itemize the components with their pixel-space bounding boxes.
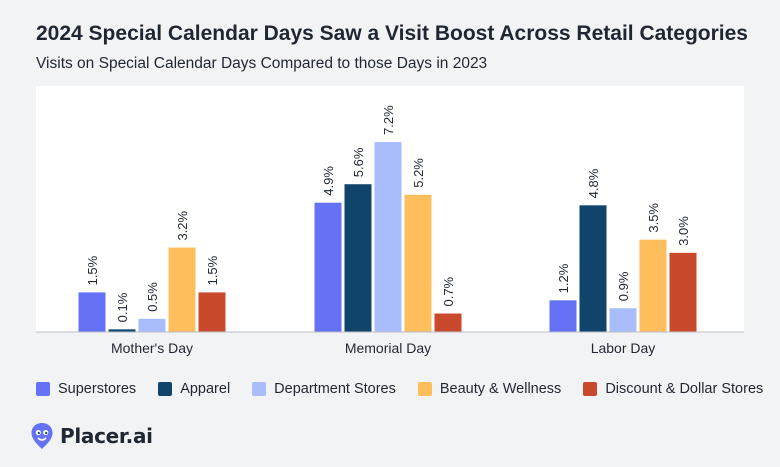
category-label: Memorial Day — [345, 340, 431, 356]
brand-name: Placer.ai — [60, 424, 153, 448]
data-label: 7.2% — [381, 105, 396, 135]
data-label: 0.7% — [441, 276, 456, 306]
data-label: 3.2% — [175, 210, 190, 240]
bar — [404, 194, 432, 332]
bar — [198, 292, 226, 332]
data-label: 4.9% — [321, 166, 336, 196]
legend-item: Department Stores — [252, 381, 396, 397]
bar — [314, 202, 342, 332]
legend-label: Superstores — [58, 381, 137, 397]
bar — [168, 247, 196, 332]
legend-swatch — [158, 382, 173, 396]
bar — [609, 308, 637, 332]
legend-label: Discount & Dollar Stores — [605, 381, 764, 397]
legend-label: Department Stores — [274, 381, 396, 397]
legend-swatch — [36, 382, 50, 396]
legend-item: Beauty & Wellness — [417, 381, 562, 397]
bar — [344, 184, 372, 332]
data-label: 1.5% — [205, 255, 220, 285]
bar — [78, 292, 106, 332]
placer-pin-logo-icon — [31, 423, 53, 449]
data-label: 0.1% — [115, 292, 130, 322]
bar — [108, 329, 136, 332]
data-label: 4.8% — [586, 168, 601, 198]
legend-swatch — [583, 382, 598, 396]
chart-legend: Superstores Apparel Department Stores Beaut… — [36, 381, 763, 397]
data-label: 3.0% — [676, 216, 691, 246]
data-label: 1.5% — [85, 255, 100, 285]
brand: Placer.ai — [30, 422, 153, 450]
bar — [434, 313, 462, 332]
legend-label: Beauty & Wellness — [439, 381, 562, 397]
bar — [374, 142, 402, 332]
legend-swatch — [252, 382, 267, 396]
bar — [549, 300, 577, 332]
bar — [138, 318, 166, 332]
legend-swatch — [417, 382, 432, 396]
legend-item: Apparel — [158, 381, 230, 397]
data-label: 0.9% — [616, 271, 631, 301]
bar — [669, 252, 697, 332]
legend-label: Apparel — [180, 381, 231, 397]
category-label: Labor Day — [591, 340, 656, 356]
bar — [639, 239, 667, 332]
data-label: 5.2% — [411, 158, 426, 188]
data-label: 3.5% — [646, 203, 661, 233]
legend-item: Discount & Dollar Stores — [583, 381, 763, 397]
data-label: 5.6% — [351, 147, 366, 177]
data-label: 1.2% — [556, 263, 571, 293]
chart-subtitle: Visits on Special Calendar Days Compared… — [36, 55, 488, 72]
bar — [579, 205, 607, 332]
category-label: Mother's Day — [111, 340, 193, 356]
chart-title: 2024 Special Calendar Days Saw a Visit B… — [36, 22, 748, 45]
data-label: 0.5% — [145, 282, 160, 312]
legend-item: Superstores — [36, 381, 136, 397]
